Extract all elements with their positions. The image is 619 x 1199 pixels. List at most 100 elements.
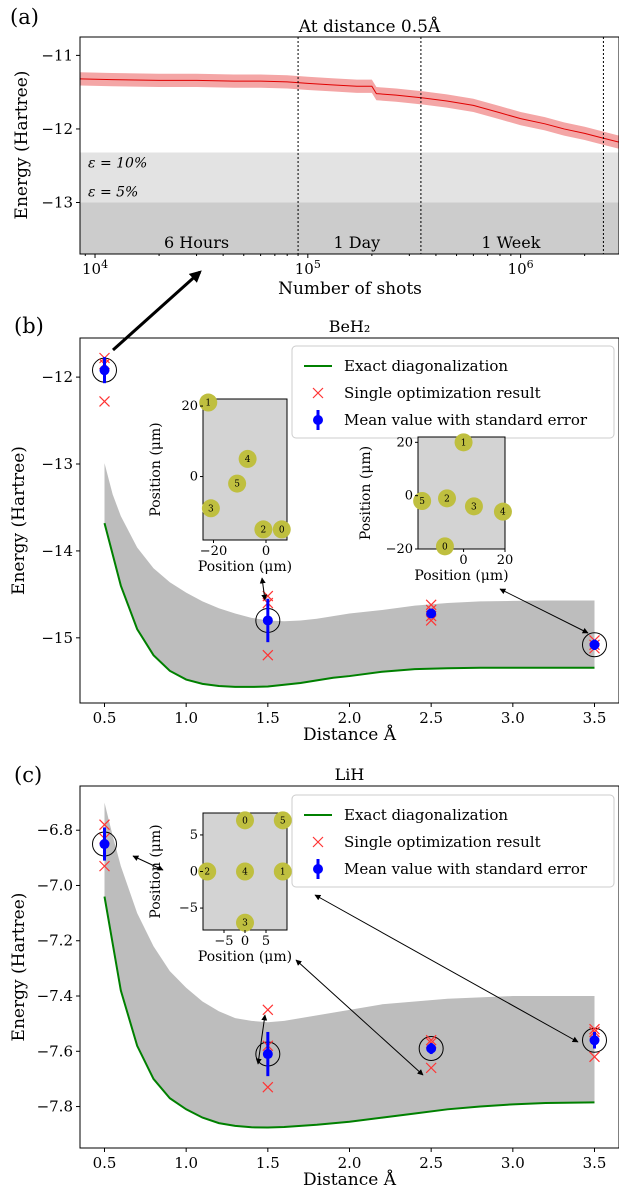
inset-link-arrow [314, 894, 579, 1043]
legend-mean-label: Mean value with standard error [344, 860, 588, 878]
y-tick-label: −13 [41, 194, 73, 212]
inset-x-tick-label: −5 [214, 934, 233, 949]
x-tick-label: 0.5 [93, 709, 117, 727]
single-result-marker [99, 396, 110, 407]
x-tick-label: 106 [508, 258, 534, 278]
mean-point [589, 1035, 600, 1046]
legend-single-swatch [312, 836, 324, 848]
time-label: 1 Day [334, 233, 381, 252]
single-result-marker [99, 819, 110, 831]
atom-label: 2 [204, 868, 210, 878]
x-axis-label: Distance Å [303, 724, 397, 745]
x-tick-label: 2.0 [338, 1154, 362, 1172]
single-result-marker [589, 1023, 600, 1035]
x-tick-label: 2.0 [338, 709, 362, 727]
single-result-marker [262, 1004, 274, 1016]
inset-x-axis-label: Position (μm) [198, 559, 292, 575]
legend-mean-label: Mean value with standard error [344, 411, 588, 429]
atom-marker [273, 811, 292, 830]
legend-exact-label: Exact diagonalization [344, 806, 508, 824]
atom-marker [238, 449, 257, 468]
legend-exact-label: Exact diagonalization [344, 357, 508, 375]
atom-label: 0 [442, 542, 448, 552]
mean-point [99, 365, 110, 376]
chart-title: At distance 0.5Å [298, 16, 441, 37]
y-tick-label: −11 [41, 46, 73, 64]
atom-marker [236, 811, 254, 830]
y-axis-label: Energy (Hartree) [9, 893, 29, 1042]
mean-point [262, 1049, 273, 1060]
trace-line [79, 78, 619, 143]
x-tick-label: 1.0 [174, 1154, 198, 1172]
atom-label: 2 [261, 525, 267, 535]
x-axis-label: Distance Å [303, 1169, 397, 1190]
atom-label: 1 [205, 399, 211, 409]
panel-b-label: (b) [14, 314, 44, 338]
atom-label: 5 [419, 497, 425, 507]
atom-marker [236, 913, 254, 932]
atom-marker [254, 520, 273, 539]
atom-marker [201, 499, 220, 518]
inset-link-arrow [255, 1014, 268, 1065]
panel-c-label: (c) [14, 763, 42, 787]
chart-title: LiH [335, 765, 365, 784]
y-tick-label: −6.8 [37, 821, 73, 839]
trace-uncertainty-band [80, 72, 619, 149]
atom-label: 4 [500, 508, 506, 518]
single-result-marker [425, 599, 437, 611]
inset-frame [202, 398, 288, 541]
inset-link-arrow [499, 588, 589, 634]
x-tick-label: 2.5 [419, 1154, 443, 1172]
y-tick-label: −13 [41, 455, 73, 473]
legend-box [291, 794, 615, 888]
x-tick-label: 1.5 [256, 1154, 280, 1172]
x-tick-label: 3.5 [583, 1154, 607, 1172]
y-axis-label: Energy (Hartree) [9, 446, 29, 595]
legend-single-label: Single optimization result [344, 833, 541, 851]
x-tick-label: 2.5 [419, 709, 443, 727]
atom-marker [438, 489, 456, 508]
single-result-marker [99, 860, 110, 872]
atom-marker [273, 862, 292, 881]
y-tick-label: −7.0 [37, 876, 73, 894]
atom-marker [272, 520, 291, 539]
atom-marker [198, 862, 217, 881]
x-tick-label: 1.5 [256, 709, 280, 727]
inset-y-axis-label: Position (μm) [148, 824, 164, 918]
inset-link-arrow [259, 577, 268, 601]
atom-label: 5 [234, 480, 240, 490]
inset-y-tick-label: 0 [405, 489, 413, 504]
atom-label: 1 [280, 868, 286, 878]
epsilon-10-region [80, 152, 619, 203]
atom-label: 0 [242, 816, 248, 826]
atom-label: 4 [242, 868, 248, 878]
atom-marker [493, 502, 512, 521]
atom-label: 0 [279, 525, 285, 535]
inset-y-tick-label: 20 [181, 399, 198, 414]
x-tick-label: 104 [82, 258, 108, 278]
epsilon-5-label: ε = 5% [88, 185, 138, 201]
single-result-marker [262, 1081, 274, 1093]
legend-mean-swatch-point [313, 864, 323, 874]
y-axis-label: Energy (Hartree) [12, 71, 32, 220]
error-region [104, 463, 595, 687]
mean-point [426, 608, 437, 619]
atom-label: 4 [245, 455, 251, 465]
y-tick-label: −15 [41, 629, 73, 647]
y-tick-label: −12 [41, 120, 73, 138]
inset-x-tick-label: 0 [459, 553, 467, 568]
panel-a-label: (a) [10, 5, 39, 29]
legend-single-swatch [312, 387, 324, 399]
x-tick-label: 1.0 [174, 709, 198, 727]
x-tick-label: 105 [295, 258, 321, 278]
y-tick-label: −7.2 [37, 932, 73, 950]
inset-x-axis-label: Position (μm) [414, 568, 508, 584]
mean-point [262, 615, 273, 626]
atom-marker [454, 433, 473, 452]
atom-marker [464, 497, 483, 516]
inset-x-tick-label: 0 [241, 934, 249, 949]
highlight-circle [582, 632, 607, 658]
atom-label: 3 [208, 504, 214, 514]
atom-marker [413, 492, 432, 510]
mean-point [589, 639, 600, 650]
